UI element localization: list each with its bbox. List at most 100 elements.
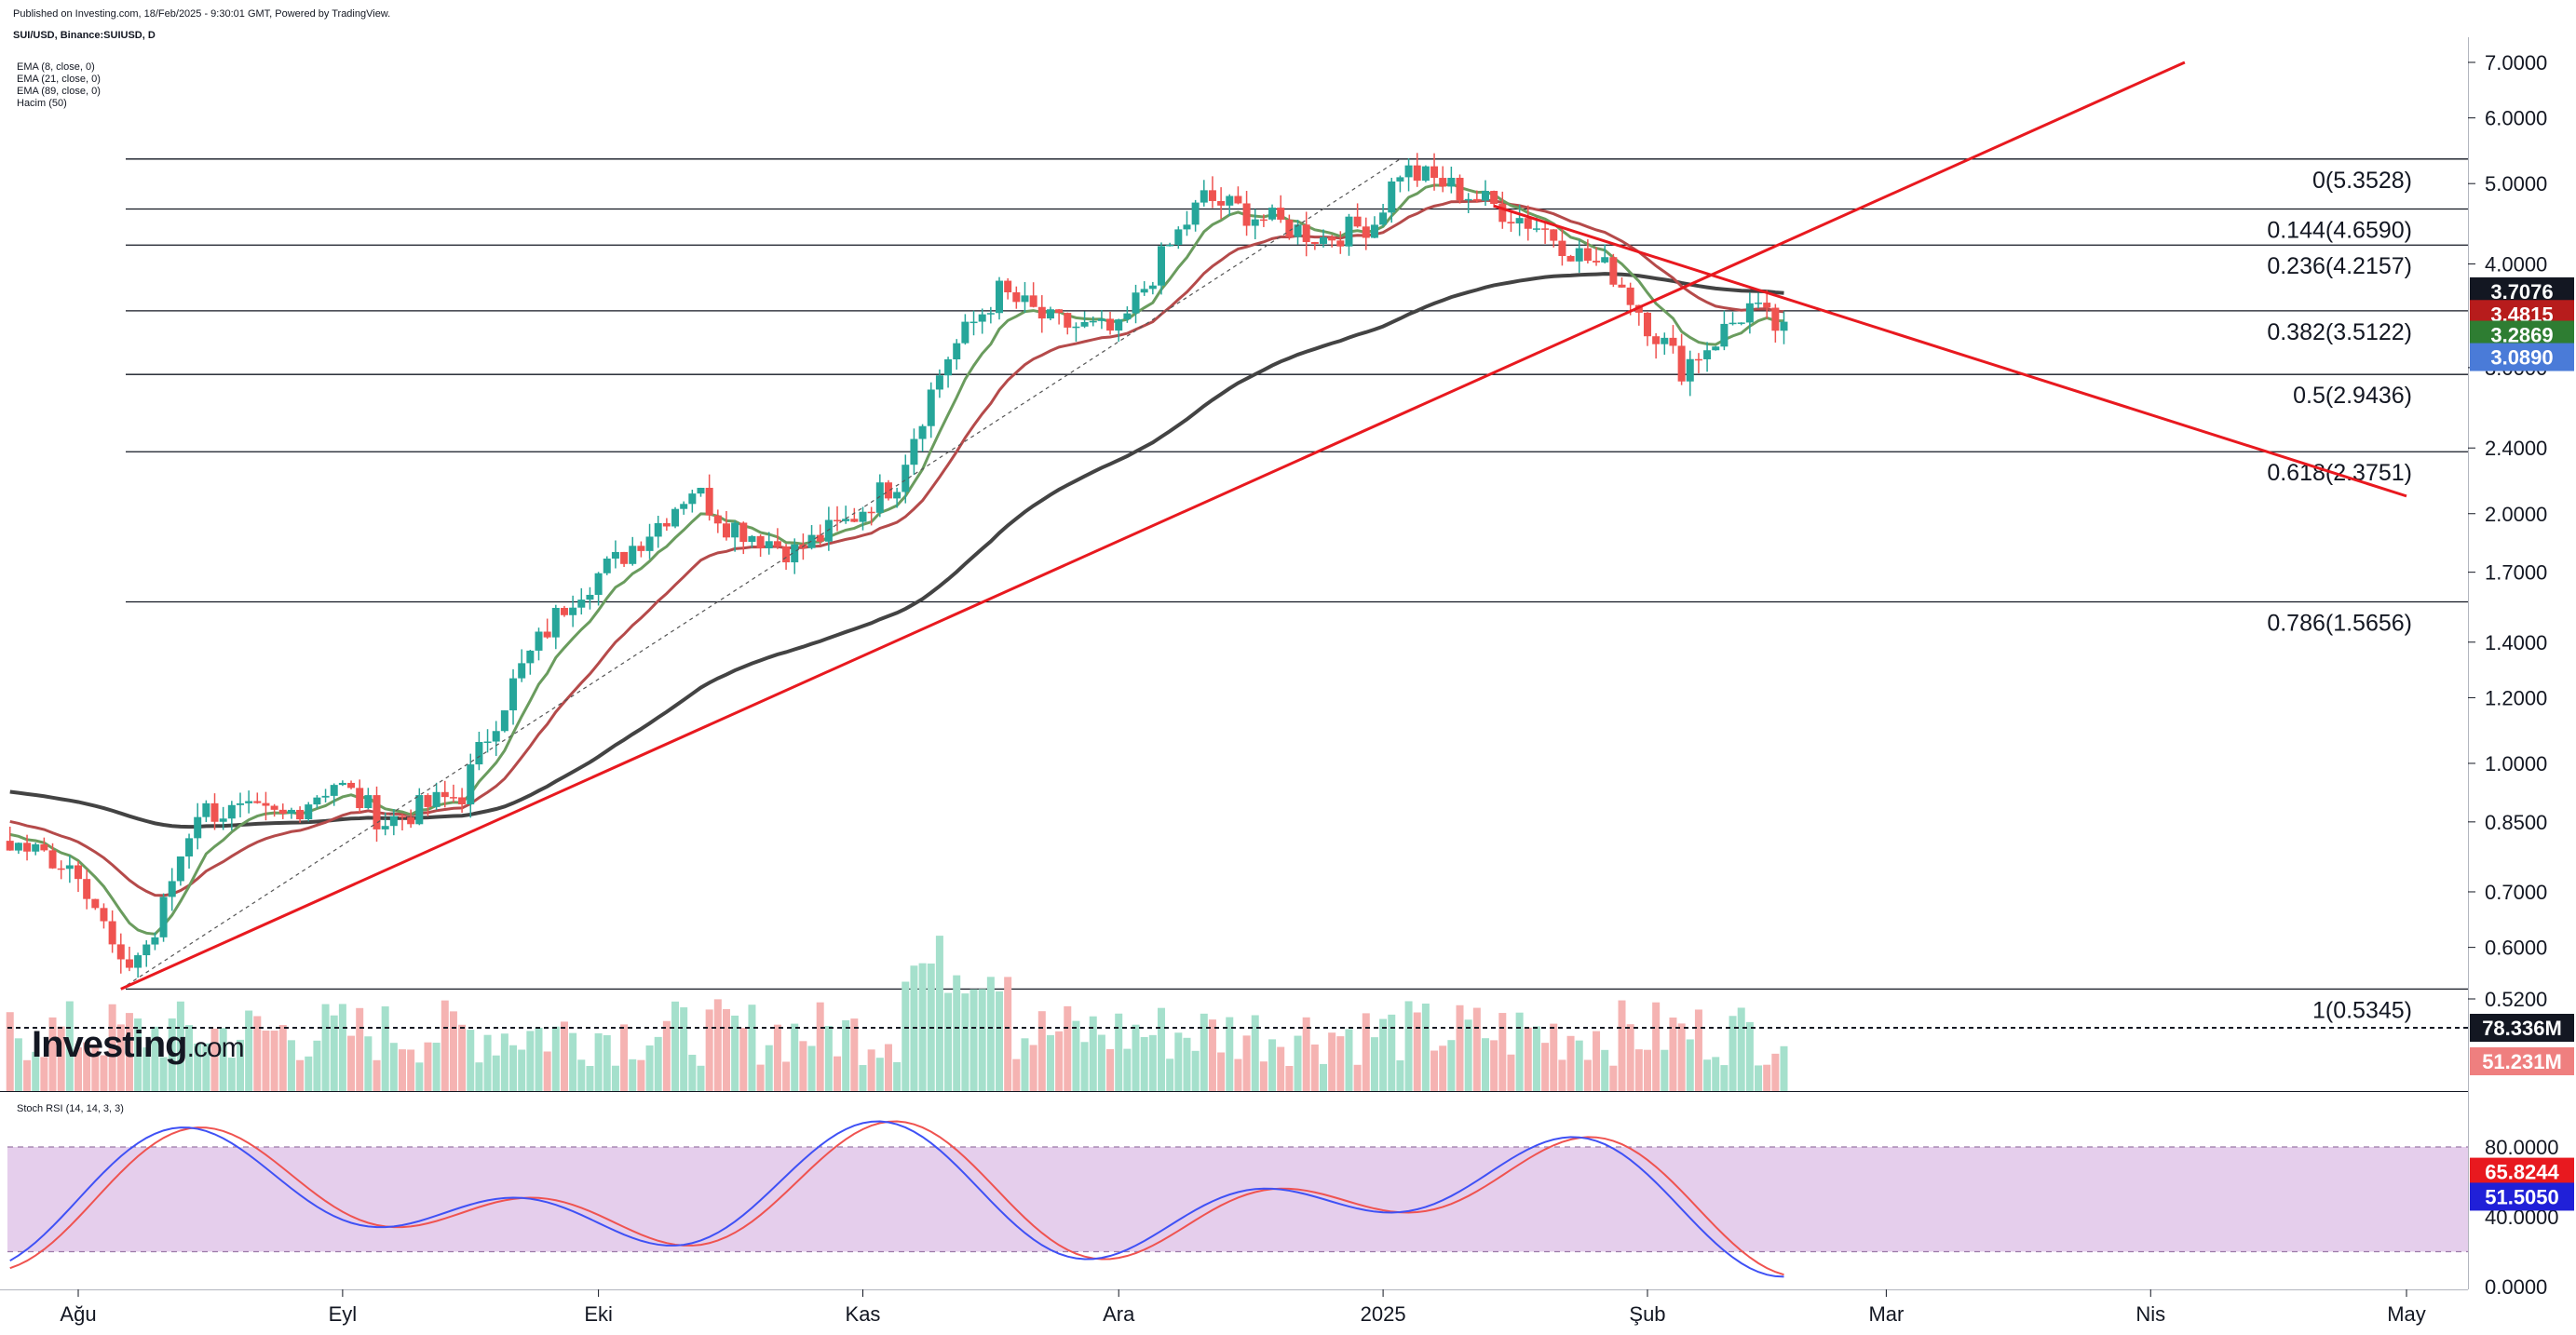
- candle: [1601, 257, 1609, 263]
- volume-bar: [654, 1036, 662, 1091]
- candle: [236, 802, 244, 805]
- volume-bar: [48, 1017, 57, 1091]
- volume-bar: [1575, 1040, 1583, 1091]
- candle: [765, 541, 773, 549]
- price-axis-border: [2468, 37, 2469, 1289]
- volume-bar: [1634, 1049, 1643, 1091]
- volume-bar: [637, 1059, 645, 1091]
- candle: [543, 631, 551, 638]
- volume-bar: [1200, 1013, 1208, 1091]
- volume-bar: [893, 1061, 902, 1091]
- volume-bar: [1148, 1034, 1157, 1091]
- candle: [492, 731, 500, 742]
- candle: [262, 802, 270, 806]
- volume-bar: [467, 1030, 475, 1091]
- candle: [910, 438, 918, 465]
- volume-bar: [159, 1057, 168, 1091]
- candle: [1583, 248, 1592, 262]
- volume-bar: [125, 1013, 133, 1091]
- candle: [1362, 226, 1370, 238]
- volume-bar: [773, 1024, 781, 1091]
- candle: [850, 519, 859, 522]
- volume-bar: [1362, 1013, 1370, 1091]
- volume-bar: [373, 1059, 381, 1091]
- volume-bar: [1566, 1035, 1575, 1091]
- candle: [1643, 312, 1651, 337]
- volume-bar: [953, 975, 961, 1091]
- volume-bar: [65, 1001, 74, 1091]
- stoch-badge-1: [2470, 1182, 2574, 1211]
- candle: [407, 816, 415, 825]
- candle: [1310, 242, 1319, 244]
- candle: [1575, 248, 1583, 262]
- candle: [381, 826, 389, 829]
- volume-bar: [278, 1025, 287, 1091]
- candle: [389, 816, 398, 827]
- candle: [1755, 303, 1763, 304]
- fib-base-dashed-line: [120, 158, 1401, 990]
- candle: [603, 559, 611, 573]
- candle: [1524, 218, 1532, 229]
- volume-bar: [1268, 1039, 1277, 1091]
- candle: [834, 519, 842, 522]
- candle: [1763, 303, 1771, 308]
- volume-bar: [1720, 1065, 1729, 1091]
- volume-bar: [756, 1064, 765, 1091]
- stoch-badge-label-0: 65.8244: [2485, 1161, 2559, 1184]
- time-tick-0: Ağu: [60, 1302, 96, 1326]
- candle: [722, 523, 730, 538]
- volume-bar: [1328, 1032, 1336, 1091]
- candle: [202, 802, 210, 817]
- candle: [526, 650, 535, 664]
- candle: [1072, 326, 1080, 329]
- volume-bar: [1294, 1035, 1302, 1091]
- fib-label-6: 0.786(1.5656): [2267, 611, 2412, 637]
- volume-bar: [902, 981, 910, 1091]
- volume-bar: [1319, 1063, 1327, 1091]
- volume-bar: [202, 1043, 210, 1091]
- volume-bar: [1208, 1019, 1216, 1091]
- symbol-title: SUI/USD, Binance:SUIUSD, D: [13, 30, 156, 41]
- candle: [875, 482, 884, 513]
- candle: [773, 541, 781, 547]
- candle: [176, 856, 184, 882]
- volume-bar: [219, 1028, 227, 1091]
- rising-trend-line: [120, 61, 2186, 991]
- volume-bar: [867, 1049, 875, 1091]
- candle: [1661, 337, 1669, 344]
- volume-bar: [424, 1042, 432, 1091]
- candle: [1652, 336, 1661, 344]
- volume-bar: [1345, 1029, 1353, 1091]
- volume-bar: [577, 1059, 586, 1091]
- volume-bar: [1336, 1036, 1345, 1091]
- candle: [75, 865, 82, 880]
- volume-bar: [986, 977, 995, 1091]
- volume-bar: [1158, 1007, 1166, 1091]
- candle: [1745, 303, 1754, 323]
- volume-bar: [1464, 1019, 1472, 1091]
- volume-bar: [535, 1028, 543, 1091]
- volume-bar: [6, 1012, 14, 1091]
- candle: [1115, 319, 1123, 331]
- stoch-badge-label-1: 51.5050: [2485, 1185, 2559, 1208]
- candle: [1234, 196, 1242, 204]
- candle: [611, 551, 619, 560]
- volume-bar: [1396, 1059, 1404, 1091]
- candle: [1430, 166, 1439, 179]
- candle: [927, 389, 935, 426]
- volume-bar: [1242, 1035, 1251, 1091]
- volume-bar: [1755, 1065, 1763, 1091]
- volume-bar: [509, 1045, 518, 1091]
- volume-bar: [1021, 1038, 1029, 1091]
- volume-bar: [194, 1043, 202, 1091]
- price-tick-1: 6.0000: [2485, 107, 2547, 130]
- candle: [1456, 177, 1464, 201]
- candle: [1277, 208, 1285, 220]
- volume-bar: [1515, 1012, 1524, 1091]
- candle: [1472, 198, 1481, 201]
- candle: [185, 838, 194, 856]
- candle: [782, 546, 791, 563]
- volume-bar: [551, 1026, 560, 1091]
- volume-bar: [1191, 1050, 1200, 1091]
